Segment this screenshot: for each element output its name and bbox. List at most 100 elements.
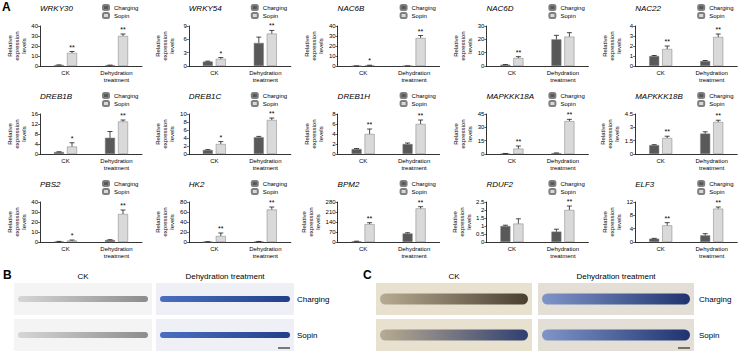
svg-text:20: 20 <box>180 229 187 235</box>
svg-text:CK: CK <box>61 70 69 76</box>
svg-text:levels: levels <box>169 126 175 141</box>
svg-text:4.5: 4.5 <box>625 111 634 117</box>
svg-text:**: ** <box>715 112 721 119</box>
svg-text:expression: expression <box>609 207 615 236</box>
svg-text:DREB1B: DREB1B <box>40 92 73 101</box>
svg-text:3: 3 <box>630 124 634 130</box>
svg-text:Sopin: Sopin <box>114 101 129 107</box>
svg-text:NAC6D: NAC6D <box>486 4 513 13</box>
svg-text:expression: expression <box>607 119 613 148</box>
svg-text:CK: CK <box>359 158 367 164</box>
svg-text:treatment: treatment <box>550 77 576 83</box>
svg-text:4: 4 <box>35 141 39 147</box>
svg-text:12: 12 <box>627 199 634 205</box>
svg-text:WRKY54: WRKY54 <box>189 4 222 13</box>
svg-text:treatment: treatment <box>401 253 427 259</box>
svg-text:CK: CK <box>359 246 367 252</box>
svg-text:NAC6B: NAC6B <box>338 4 365 13</box>
svg-text:Relative: Relative <box>452 211 458 233</box>
svg-text:0: 0 <box>630 239 634 245</box>
svg-text:10: 10 <box>329 53 336 59</box>
svg-text:0: 0 <box>630 63 634 69</box>
svg-text:treatment: treatment <box>699 77 725 83</box>
svg-text:0: 0 <box>332 151 336 157</box>
svg-text:levels: levels <box>616 214 622 229</box>
svg-text:expression: expression <box>162 31 168 60</box>
svg-text:expression: expression <box>460 119 466 148</box>
svg-text:Dehydration: Dehydration <box>100 70 132 76</box>
svg-text:0: 0 <box>35 63 39 69</box>
svg-text:10: 10 <box>180 111 187 117</box>
svg-text:CK: CK <box>77 272 89 281</box>
svg-text:CK: CK <box>508 158 516 164</box>
svg-text:**: ** <box>567 198 573 205</box>
svg-text:treatment: treatment <box>550 253 576 259</box>
svg-text:treatment: treatment <box>104 253 130 259</box>
svg-text:**: ** <box>715 26 721 33</box>
svg-text:2: 2 <box>481 207 485 213</box>
svg-text:**: ** <box>120 112 126 119</box>
svg-text:10: 10 <box>478 50 485 56</box>
svg-text:Relative: Relative <box>7 35 13 57</box>
svg-text:MAPKKK18B: MAPKKK18B <box>635 92 683 101</box>
svg-text:levels: levels <box>318 126 324 141</box>
svg-text:Charging: Charging <box>709 181 733 187</box>
svg-text:treatment: treatment <box>253 165 279 171</box>
svg-text:280: 280 <box>326 199 337 205</box>
svg-text:10: 10 <box>31 53 38 59</box>
svg-text:expression: expression <box>162 119 168 148</box>
svg-text:levels: levels <box>169 38 175 53</box>
svg-text:40: 40 <box>329 23 336 29</box>
svg-text:**: ** <box>269 110 275 117</box>
svg-text:Dehydration: Dehydration <box>547 246 579 252</box>
svg-text:Sopin: Sopin <box>412 189 427 195</box>
svg-text:3: 3 <box>630 33 634 39</box>
svg-text:**: ** <box>418 28 424 35</box>
svg-text:Dehydration: Dehydration <box>249 158 281 164</box>
svg-text:40: 40 <box>180 219 187 225</box>
svg-text:Sopin: Sopin <box>412 13 427 19</box>
svg-text:levels: levels <box>614 126 620 141</box>
svg-text:ELF3: ELF3 <box>635 180 655 189</box>
svg-text:12: 12 <box>31 121 38 127</box>
svg-text:Relative: Relative <box>453 123 459 145</box>
svg-text:**: ** <box>516 138 522 145</box>
svg-text:**: ** <box>664 38 670 45</box>
svg-text:Charging: Charging <box>114 5 138 11</box>
svg-text:2: 2 <box>332 141 336 147</box>
svg-text:210: 210 <box>326 209 337 215</box>
svg-text:80: 80 <box>180 199 187 205</box>
svg-text:Charging: Charging <box>114 181 138 187</box>
svg-text:8: 8 <box>332 111 336 117</box>
svg-text:0: 0 <box>35 151 39 157</box>
svg-text:Charging: Charging <box>412 93 436 99</box>
svg-text:Dehydration: Dehydration <box>398 246 430 252</box>
svg-text:Sopin: Sopin <box>560 13 575 19</box>
svg-text:140: 140 <box>326 219 337 225</box>
svg-text:Charging: Charging <box>709 5 733 11</box>
svg-text:Sopin: Sopin <box>263 101 278 107</box>
svg-text:Relative: Relative <box>453 35 459 57</box>
svg-text:B: B <box>3 268 12 282</box>
svg-text:Relative: Relative <box>304 35 310 57</box>
svg-text:30: 30 <box>329 33 336 39</box>
svg-text:8: 8 <box>35 131 39 137</box>
svg-text:60: 60 <box>180 209 187 215</box>
svg-text:Charging: Charging <box>699 295 731 304</box>
svg-text:**: ** <box>120 26 126 33</box>
svg-text:expression: expression <box>311 119 317 148</box>
svg-text:6: 6 <box>183 36 187 42</box>
svg-text:10: 10 <box>31 229 38 235</box>
svg-text:**: ** <box>269 22 275 29</box>
svg-text:20: 20 <box>478 36 485 42</box>
svg-text:30: 30 <box>31 209 38 215</box>
svg-text:4: 4 <box>630 226 634 232</box>
svg-text:CK: CK <box>210 246 218 252</box>
svg-text:30: 30 <box>478 23 485 29</box>
svg-text:2.5: 2.5 <box>476 199 485 205</box>
svg-text:treatment: treatment <box>104 77 130 83</box>
svg-text:treatment: treatment <box>253 253 279 259</box>
svg-text:Charging: Charging <box>560 181 584 187</box>
svg-text:**: ** <box>664 215 670 222</box>
svg-text:expression: expression <box>14 207 20 236</box>
